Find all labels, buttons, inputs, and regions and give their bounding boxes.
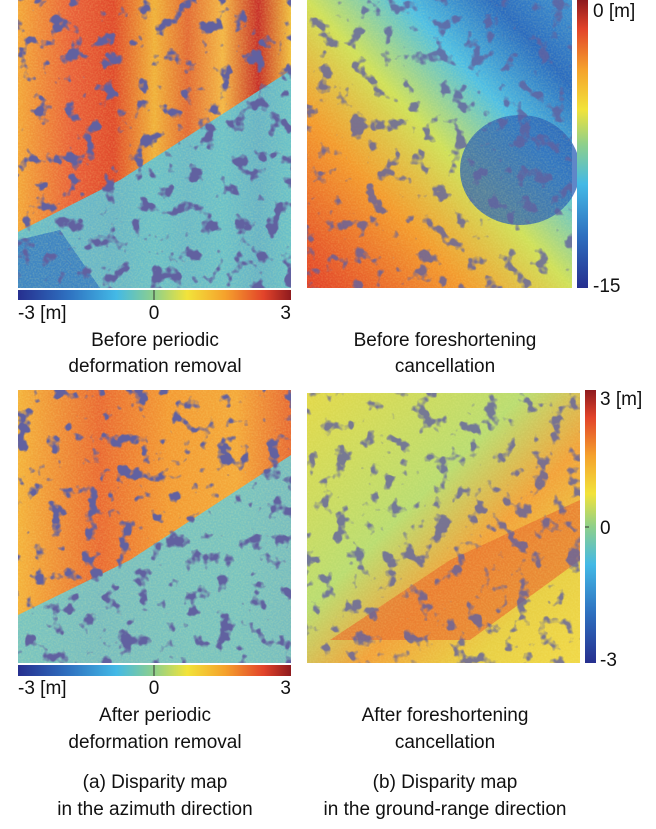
colorbar-label: 0 [m] <box>593 1 635 22</box>
colorbar-label: 3 <box>280 303 291 324</box>
panel-caption: deformation removal <box>68 732 241 753</box>
colorbar-label: 0 <box>149 678 160 699</box>
panel-caption: Before periodic <box>91 330 219 351</box>
panel-caption: Before foreshortening <box>354 330 537 351</box>
colorbar-label: -3 <box>600 650 617 671</box>
column-caption: in the azimuth direction <box>57 799 252 820</box>
colorbar-label: 0 <box>600 518 611 539</box>
colorbar-label: 3 [m] <box>600 389 642 410</box>
panel-caption: deformation removal <box>68 356 241 377</box>
map-before-azimuth <box>18 0 291 288</box>
colorbar-label: 0 <box>149 303 160 324</box>
column-caption: in the ground-range direction <box>324 799 567 820</box>
column-caption: (a) Disparity map <box>83 772 228 793</box>
map-after-azimuth <box>18 390 291 663</box>
colorbar-label: 3 <box>280 678 291 699</box>
colorbar-label: -3 [m] <box>18 303 67 324</box>
map-after-ground-range <box>307 393 580 663</box>
panel-caption: After periodic <box>99 705 211 726</box>
column-caption: (b) Disparity map <box>373 772 518 793</box>
colorbar-label: -3 [m] <box>18 678 67 699</box>
panel-caption: After foreshortening <box>362 705 529 726</box>
map-before-ground-range <box>307 0 580 288</box>
colorbar-ticks <box>153 290 589 676</box>
panel-caption: cancellation <box>395 732 495 753</box>
panel-caption: cancellation <box>395 356 495 377</box>
colorbar-label: -15 <box>593 276 620 297</box>
colorbar <box>577 0 588 288</box>
colorbar <box>585 390 596 663</box>
